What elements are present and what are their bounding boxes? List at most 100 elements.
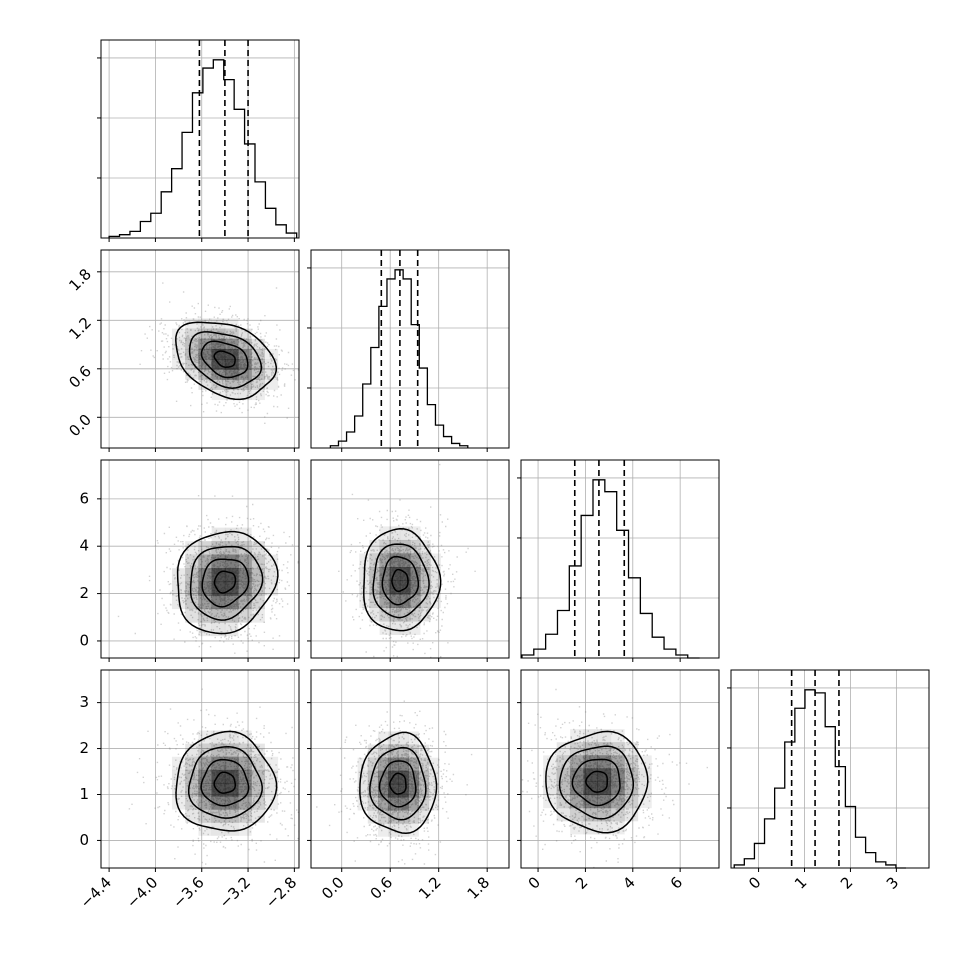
density-cell — [418, 810, 430, 824]
density-cell — [408, 757, 419, 772]
density-cell — [597, 821, 612, 835]
density-cell — [251, 338, 265, 350]
y-tick-label: 2 — [79, 584, 89, 602]
density-cell — [171, 359, 186, 370]
density-cell — [408, 823, 419, 837]
density-cell — [410, 580, 421, 595]
density-cell — [185, 743, 199, 758]
density-cell — [185, 359, 199, 370]
density-cell — [198, 379, 212, 390]
density-cell — [359, 553, 370, 568]
density-cell — [369, 607, 380, 622]
joint-panel-1-3 — [307, 669, 510, 872]
density-cell — [198, 541, 212, 555]
density-cell — [251, 359, 265, 370]
panel-frame — [310, 669, 510, 869]
density-cell — [377, 783, 389, 798]
density-cell — [379, 607, 391, 622]
density-cell — [389, 580, 401, 595]
density-cell — [367, 783, 379, 798]
density-cell — [238, 743, 252, 758]
density-cell — [264, 369, 279, 380]
y-tick-label: 6 — [79, 489, 89, 507]
density-cell — [224, 389, 239, 401]
density-cell — [264, 568, 279, 583]
contour-2 — [200, 340, 249, 379]
density-cell — [408, 731, 419, 745]
density-cell — [430, 580, 441, 595]
contour-3 — [585, 770, 608, 793]
density-cell — [428, 757, 440, 772]
density-cell — [556, 755, 571, 769]
x-tick-label: 0 — [525, 873, 544, 892]
joint-content — [128, 688, 299, 865]
density-cell — [398, 770, 409, 785]
density-cell — [238, 338, 252, 350]
y-tick-label: 1.8 — [65, 265, 95, 295]
density-cell — [171, 796, 186, 810]
density-cell — [583, 729, 598, 743]
density-cell — [251, 389, 265, 401]
density-cell — [624, 807, 639, 822]
density-cell — [570, 781, 585, 796]
density-cell — [224, 379, 239, 390]
density-cell — [264, 379, 279, 390]
density-cell — [388, 744, 399, 758]
contour-2 — [378, 760, 417, 808]
contour-3 — [213, 350, 236, 368]
density-cell — [556, 807, 571, 822]
joint-panel-0-3 — [97, 669, 300, 872]
contour-1 — [369, 746, 427, 821]
density-cell — [637, 794, 652, 809]
y-tick-label: 0.0 — [65, 411, 95, 441]
density-cell — [420, 580, 431, 595]
density-cell — [583, 755, 598, 769]
density-cell — [410, 594, 421, 608]
density-cell — [610, 807, 625, 822]
density-cell — [224, 318, 239, 329]
density-cell — [418, 744, 430, 758]
density-cell — [185, 809, 199, 823]
scatter-points — [128, 688, 299, 865]
density-cell — [610, 781, 625, 796]
density-cell — [185, 581, 199, 596]
density-cell — [198, 318, 212, 329]
density-cell — [377, 797, 389, 811]
density-cell — [369, 594, 380, 608]
density-cell — [264, 359, 279, 370]
density-cell — [251, 608, 265, 623]
density-cell — [367, 770, 379, 785]
y-tick-label: 3 — [79, 693, 89, 711]
contour-0 — [175, 321, 278, 401]
density-cell — [379, 567, 391, 581]
density-cell — [430, 553, 441, 568]
density-cell — [377, 770, 389, 785]
x-tick-label: 2 — [572, 873, 591, 892]
density-cell — [398, 783, 409, 798]
joint-panel-2-3 — [517, 669, 720, 872]
y-tick-label: 4 — [79, 537, 89, 555]
density-cell — [185, 338, 199, 350]
density-cell — [388, 757, 399, 772]
density-cell — [428, 770, 440, 785]
y-tick-label: 1.2 — [65, 314, 95, 344]
density-cell — [198, 348, 212, 360]
density-cell — [185, 328, 199, 340]
density-cell — [377, 823, 389, 837]
density-cell — [570, 794, 585, 809]
density-cell — [398, 731, 409, 745]
density-cell — [238, 608, 252, 623]
density-cell — [264, 581, 279, 596]
histogram-3 — [733, 689, 907, 869]
contour-1 — [189, 545, 264, 621]
density-cell — [389, 607, 401, 622]
density-cell — [398, 823, 409, 837]
density-cell — [171, 328, 186, 340]
panel-frame — [310, 459, 510, 659]
panel-frame — [100, 459, 300, 659]
density-cell — [399, 607, 411, 622]
joint-panel-0-2 — [97, 459, 300, 662]
contour-3 — [389, 772, 407, 795]
density-cell — [610, 755, 625, 769]
density-cell — [624, 794, 639, 809]
